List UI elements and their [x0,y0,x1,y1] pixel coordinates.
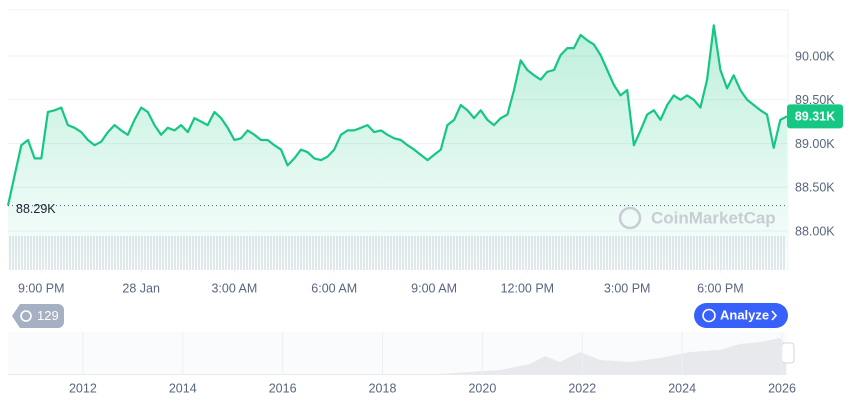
plot [6,24,788,273]
x-tick-label: 28 Jan [122,281,160,295]
last-price-badge [787,104,843,129]
navigator-tick-label: 2016 [269,381,297,395]
navigator-tick-label: 2014 [169,381,197,395]
analyze-label: Analyze [720,307,769,322]
y-tick-label: 89.50K [795,93,835,107]
x-tick-label: 12:00 PM [501,281,555,295]
area [8,25,787,271]
x-tick-label: 9:00 PM [18,281,65,295]
watermark-text: CoinMarketCap [651,208,776,227]
navigator-tick-label: 2024 [668,381,696,395]
navigator-tick-label: 2022 [568,381,596,395]
y-tick-label: 90.00K [795,49,835,63]
last-price-label: 89.31K [795,110,835,124]
watermark: CoinMarketCap [618,206,776,230]
y-tick-label: 88.50K [795,181,835,195]
navigator-tick-label: 2018 [369,381,397,395]
navigator-tick-label: 2026 [768,381,796,395]
x-tick-label: 3:00 PM [604,281,651,295]
history-badge[interactable]: 129 [12,304,64,328]
navigator-tick-label: 2020 [468,381,496,395]
x-tick-label: 6:00 PM [697,281,744,295]
navigator-tick-label: 2012 [69,381,97,395]
history-count: 129 [37,308,59,323]
navigator [8,332,795,375]
y-tick-label: 89.00K [795,137,835,151]
y-tick-label: 88.00K [795,224,835,238]
analyze-button[interactable]: Analyze [694,303,788,328]
x-tick-label: 6:00 AM [311,281,357,295]
start-label: 88.29K [16,202,56,216]
x-tick-label: 9:00 AM [411,281,457,295]
x-tick-label: 3:00 AM [211,281,257,295]
price-line [6,24,788,206]
